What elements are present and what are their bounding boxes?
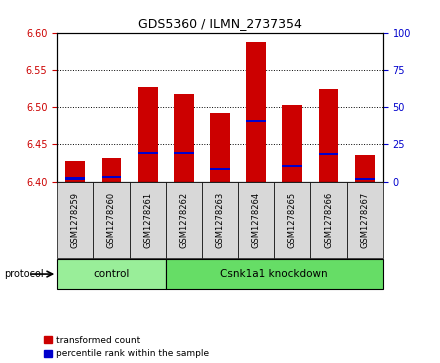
Bar bbox=[355, 178, 375, 180]
Bar bbox=[57, 259, 166, 289]
Bar bbox=[210, 113, 230, 182]
Bar bbox=[66, 178, 85, 180]
Bar bbox=[282, 165, 302, 167]
Text: GSM1278266: GSM1278266 bbox=[324, 192, 333, 248]
Bar bbox=[138, 152, 158, 154]
Bar bbox=[347, 182, 383, 258]
Text: GSM1278260: GSM1278260 bbox=[107, 192, 116, 248]
Bar bbox=[238, 182, 274, 258]
Bar bbox=[166, 259, 383, 289]
Bar bbox=[166, 182, 202, 258]
Text: GSM1278263: GSM1278263 bbox=[216, 192, 224, 248]
Bar bbox=[202, 182, 238, 258]
Legend: transformed count, percentile rank within the sample: transformed count, percentile rank withi… bbox=[44, 336, 209, 359]
Bar bbox=[246, 120, 266, 122]
Bar bbox=[102, 176, 121, 178]
Bar bbox=[66, 161, 85, 182]
Bar bbox=[274, 182, 311, 258]
Text: Csnk1a1 knockdown: Csnk1a1 knockdown bbox=[220, 269, 328, 279]
Bar bbox=[93, 182, 129, 258]
Bar bbox=[319, 89, 338, 182]
Bar bbox=[174, 152, 194, 154]
Text: GSM1278264: GSM1278264 bbox=[252, 192, 260, 248]
Bar bbox=[355, 155, 375, 182]
Bar bbox=[311, 182, 347, 258]
Text: GSM1278267: GSM1278267 bbox=[360, 192, 369, 248]
Bar bbox=[129, 182, 166, 258]
Bar bbox=[210, 168, 230, 170]
Bar bbox=[102, 158, 121, 182]
Bar bbox=[319, 153, 338, 155]
Text: protocol: protocol bbox=[4, 269, 44, 279]
Text: GSM1278262: GSM1278262 bbox=[180, 192, 188, 248]
Bar bbox=[282, 105, 302, 182]
Bar bbox=[174, 94, 194, 182]
Bar bbox=[246, 42, 266, 182]
Text: GSM1278259: GSM1278259 bbox=[71, 192, 80, 248]
Title: GDS5360 / ILMN_2737354: GDS5360 / ILMN_2737354 bbox=[138, 17, 302, 30]
Bar bbox=[57, 182, 93, 258]
Text: control: control bbox=[93, 269, 130, 279]
Text: GSM1278261: GSM1278261 bbox=[143, 192, 152, 248]
Bar bbox=[138, 87, 158, 182]
Text: GSM1278265: GSM1278265 bbox=[288, 192, 297, 248]
